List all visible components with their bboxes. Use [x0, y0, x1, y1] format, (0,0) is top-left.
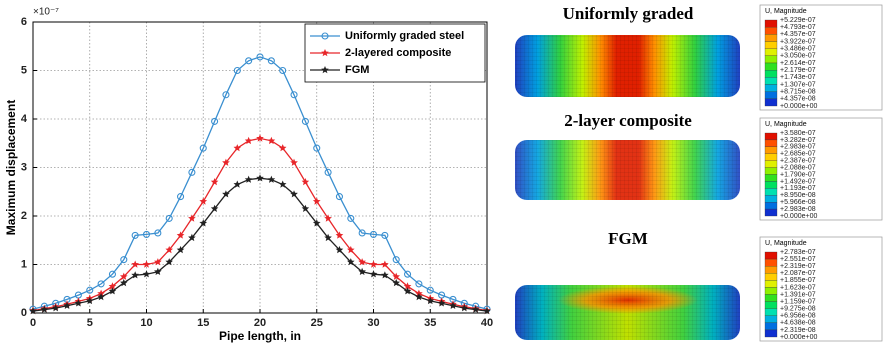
contour-level: +1.623e-07: [780, 284, 816, 291]
color-swatch: [765, 49, 777, 56]
color-swatch: [765, 330, 777, 337]
legend-label: 2-layered composite: [345, 47, 451, 59]
color-swatch: [765, 175, 777, 182]
contour-level: +2.319e-07: [780, 263, 816, 270]
color-swatch: [765, 302, 777, 309]
contour-level: +0.000e+00: [780, 213, 817, 220]
color-swatch: [765, 92, 777, 99]
x-tick-label: 20: [254, 317, 266, 329]
contour-level: +1.159e-07: [780, 298, 816, 305]
contour-level: +4.638e-08: [780, 320, 816, 327]
tube-mesh: [515, 285, 740, 340]
contour-level: +3.922e-07: [780, 38, 816, 45]
contour-level: +3.486e-07: [780, 46, 816, 53]
color-swatch: [765, 252, 777, 259]
x-tick-label: 5: [87, 317, 93, 329]
color-swatch: [765, 316, 777, 323]
y-tick-label: 0: [21, 307, 27, 319]
color-swatch: [765, 273, 777, 280]
color-swatch: [765, 154, 777, 161]
contour-legend-title: U, Magnitude: [765, 8, 807, 15]
y-tick-label: 2: [21, 210, 27, 222]
tube-mesh: [515, 140, 740, 200]
color-swatch: [765, 70, 777, 77]
contour-title: FGM: [608, 229, 648, 248]
color-swatch: [765, 195, 777, 202]
contour-level: +1.307e-07: [780, 81, 816, 88]
x-tick-label: 40: [481, 317, 493, 329]
legend-label: Uniformly graded steel: [345, 30, 464, 42]
y-tick-label: 5: [21, 64, 27, 76]
color-swatch: [765, 147, 777, 154]
color-swatch: [765, 34, 777, 41]
tube-mesh: [515, 35, 740, 97]
contour-level: +4.793e-07: [780, 24, 816, 31]
contour-level: +1.391e-07: [780, 291, 816, 298]
color-swatch: [765, 188, 777, 195]
x-tick-label: 30: [367, 317, 379, 329]
color-swatch: [765, 161, 777, 168]
y-tick-label: 4: [21, 113, 28, 125]
contour-level: +3.050e-07: [780, 53, 816, 60]
contour-level: +0.000e+00: [780, 334, 817, 341]
figure: 0 5 10 15 20 25 30 35 40 0 1 2 3 4 5 6 ×10⁻⁷ Pipe length,…: [0, 0, 887, 345]
legend-label: FGM: [345, 64, 369, 76]
color-swatch: [765, 20, 777, 27]
contour-level: +2.087e-07: [780, 270, 816, 277]
color-swatch: [765, 259, 777, 266]
contour-level: +5.229e-07: [780, 17, 816, 24]
contour-legend-box: [760, 5, 882, 110]
color-swatch: [765, 85, 777, 92]
color-swatch: [765, 309, 777, 316]
contour-legend-title: U, Magnitude: [765, 121, 807, 128]
color-swatch: [765, 295, 777, 302]
y-tick-label: 1: [21, 258, 27, 270]
contour-level: +4.357e-08: [780, 96, 816, 103]
x-tick-label: 25: [311, 317, 323, 329]
contour-title: Uniformly graded: [563, 4, 694, 23]
contour-legend-title: U, Magnitude: [765, 240, 807, 247]
x-tick-label: 35: [424, 317, 436, 329]
contour-title: 2-layer composite: [564, 111, 692, 130]
color-swatch: [765, 181, 777, 188]
contour-level: +2.614e-07: [780, 60, 816, 67]
contour-level: +2.783e-07: [780, 249, 816, 256]
color-swatch: [765, 280, 777, 287]
contour-legend-box: [760, 118, 882, 220]
y-tick-label: 6: [21, 16, 27, 28]
contour-level: +2.179e-07: [780, 67, 816, 74]
contour-level: +6.956e-08: [780, 313, 816, 320]
contour-level: +8.715e-08: [780, 89, 816, 96]
x-tick-label: 0: [30, 317, 36, 329]
color-swatch: [765, 99, 777, 106]
contour-level: +2.319e-08: [780, 327, 816, 334]
x-tick-label: 10: [140, 317, 152, 329]
color-swatch: [765, 27, 777, 34]
x-tick-label: 15: [197, 317, 209, 329]
y-axis-label: Maximum displacement: [4, 100, 18, 235]
contour-level: +0.000e+00: [780, 103, 817, 110]
contour-level: +4.357e-07: [780, 31, 816, 38]
color-swatch: [765, 42, 777, 49]
color-swatch: [765, 63, 777, 70]
y-multiplier: ×10⁻⁷: [33, 7, 59, 18]
color-swatch: [765, 266, 777, 273]
color-swatch: [765, 77, 777, 84]
color-swatch: [765, 168, 777, 175]
y-tick-label: 3: [21, 161, 27, 173]
contour-legend-box: [760, 237, 882, 341]
contour-level: +2.551e-07: [780, 256, 816, 263]
contour-level: +1.743e-07: [780, 74, 816, 81]
contour-level: +1.855e-07: [780, 277, 816, 284]
color-swatch: [765, 209, 777, 216]
color-swatch: [765, 56, 777, 63]
color-swatch: [765, 133, 777, 140]
contour-level: +9.275e-08: [780, 306, 816, 313]
color-swatch: [765, 287, 777, 294]
x-axis-label: Pipe length, in: [219, 329, 301, 343]
color-swatch: [765, 202, 777, 209]
color-swatch: [765, 140, 777, 147]
tubes: [515, 35, 740, 340]
color-swatch: [765, 323, 777, 330]
